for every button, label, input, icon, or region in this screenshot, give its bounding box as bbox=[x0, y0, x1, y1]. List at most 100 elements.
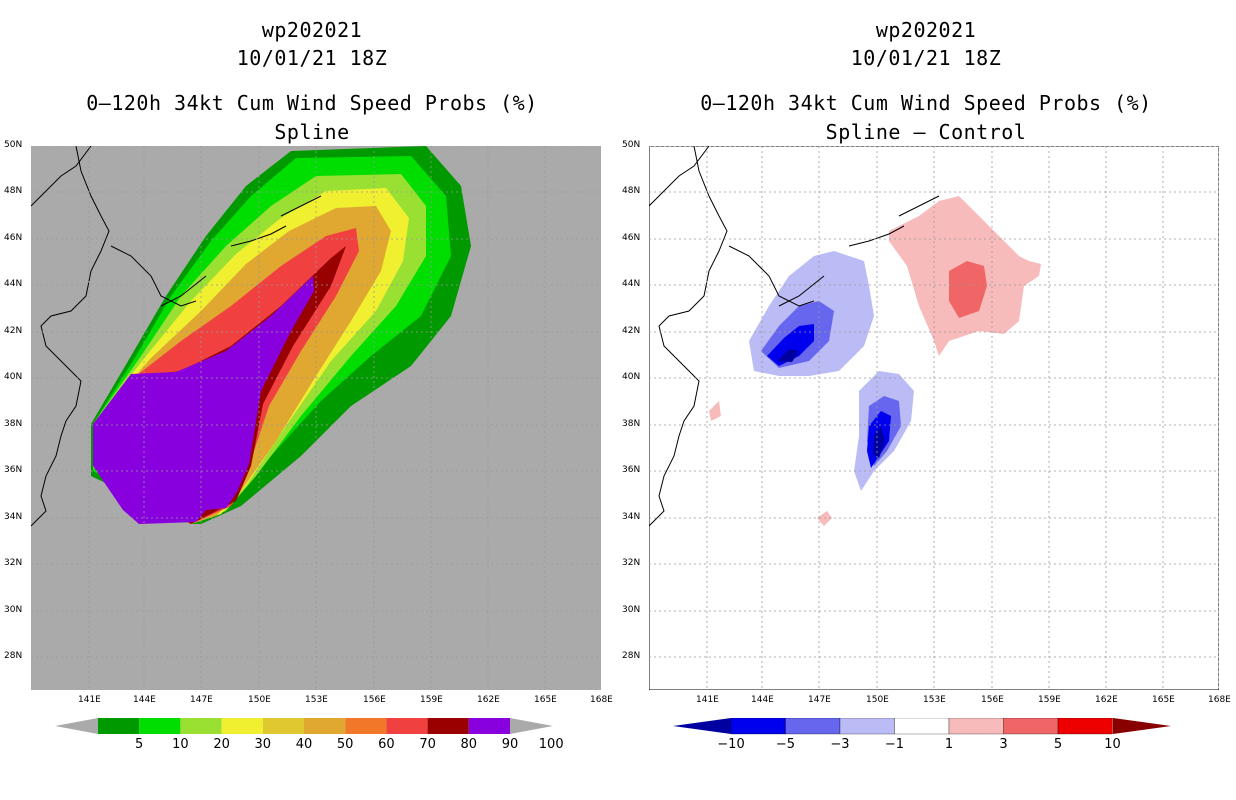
diff-pos-1-small bbox=[709, 401, 721, 421]
lat-tick-label: 42N bbox=[622, 326, 641, 336]
lon-tick-label: 147E bbox=[190, 695, 213, 705]
coastlines bbox=[31, 146, 322, 527]
lat-tick-label: 36N bbox=[622, 465, 641, 475]
lat-tick-label: 40N bbox=[4, 372, 23, 382]
diff-neg-10-region-north bbox=[777, 349, 799, 362]
lat-tick-label: 50N bbox=[622, 140, 641, 150]
lat-tick-label: 48N bbox=[622, 186, 641, 196]
right-colorbar bbox=[673, 718, 1171, 735]
lat-tick-label: 48N bbox=[4, 186, 23, 196]
diff-neg-10-region-south bbox=[873, 426, 885, 458]
lon-tick-label: 162E bbox=[477, 695, 500, 705]
right-subtitle: Spline – Control bbox=[825, 120, 1027, 144]
colorbar-swatch bbox=[1057, 718, 1113, 735]
colorbar-swatch bbox=[386, 718, 428, 734]
colorbar-tick-label: 40 bbox=[295, 737, 313, 752]
lon-tick-label: 162E bbox=[1095, 695, 1118, 705]
coastlines bbox=[649, 146, 940, 527]
colorbar-arrow-left bbox=[55, 718, 98, 734]
lat-tick-label: 42N bbox=[4, 326, 23, 336]
left-probability-map bbox=[31, 146, 601, 690]
colorbar-swatch bbox=[304, 718, 346, 734]
left-subtitle: Spline bbox=[274, 120, 350, 144]
colorbar-arrow-right bbox=[1113, 718, 1171, 734]
colorbar-tick-label: 20 bbox=[213, 737, 230, 752]
left-datetime: 10/01/21 18Z bbox=[236, 46, 388, 70]
probability-contours bbox=[91, 146, 471, 524]
lat-tick-label: 30N bbox=[4, 605, 23, 615]
colorbar-swatch bbox=[221, 718, 263, 734]
lon-tick-label: 141E bbox=[696, 695, 719, 705]
lon-tick-label: 153E bbox=[305, 695, 328, 705]
lon-tick-label: 153E bbox=[923, 695, 946, 705]
left-map-grid bbox=[31, 146, 601, 690]
right-datetime: 10/01/21 18Z bbox=[850, 46, 1002, 70]
colorbar-swatch bbox=[839, 718, 895, 735]
colorbar-tick-label: 30 bbox=[254, 737, 272, 752]
colorbar-swatch bbox=[98, 718, 140, 734]
lat-tick-label: 28N bbox=[622, 651, 641, 661]
colorbar-swatch bbox=[730, 718, 786, 735]
left-colorbar bbox=[55, 718, 553, 734]
colorbar-swatch bbox=[894, 718, 950, 735]
colorbar-tick-label: 10 bbox=[172, 737, 189, 752]
lon-tick-label: 144E bbox=[133, 695, 156, 705]
colorbar-swatch bbox=[345, 718, 387, 734]
colorbar-tick-label: 10 bbox=[1104, 737, 1121, 752]
colorbar-tick-label: 80 bbox=[460, 737, 478, 752]
lon-tick-label: 141E bbox=[78, 695, 101, 705]
colorbar-tick-label: 90 bbox=[501, 737, 519, 752]
lon-tick-label: 159E bbox=[420, 695, 443, 705]
lat-tick-label: 38N bbox=[4, 419, 23, 429]
colorbar-tick-label: −5 bbox=[775, 737, 796, 752]
colorbar-tick-label: 50 bbox=[336, 737, 354, 752]
colorbar-swatch bbox=[468, 718, 510, 734]
lat-tick-label: 36N bbox=[4, 465, 23, 475]
lon-tick-label: 150E bbox=[866, 695, 889, 705]
colorbar-swatch bbox=[948, 718, 1004, 735]
diff-pos-1-small-2 bbox=[817, 511, 832, 526]
colorbar-swatch bbox=[427, 718, 469, 734]
left-title: 0–120h 34kt Cum Wind Speed Probs (%) bbox=[86, 91, 538, 115]
lat-tick-label: 44N bbox=[622, 279, 641, 289]
right-map-grid bbox=[649, 146, 1219, 690]
lon-tick-label: 159E bbox=[1038, 695, 1061, 705]
colorbar-tick-label: 1 bbox=[944, 737, 954, 752]
colorbar-arrow-right bbox=[510, 718, 553, 734]
lon-tick-label: 168E bbox=[1208, 695, 1231, 705]
colorbar-tick-label: 3 bbox=[999, 737, 1008, 752]
lat-tick-label: 44N bbox=[4, 279, 23, 289]
lon-tick-label: 165E bbox=[1152, 695, 1175, 705]
colorbar-tick-label: 70 bbox=[419, 737, 436, 752]
colorbar-tick-label: 5 bbox=[1053, 737, 1063, 752]
lon-tick-label: 144E bbox=[751, 695, 774, 705]
lon-tick-label: 150E bbox=[248, 695, 271, 705]
lon-tick-label: 168E bbox=[590, 695, 613, 705]
lat-tick-label: 46N bbox=[622, 233, 641, 243]
lat-tick-label: 32N bbox=[622, 558, 641, 568]
lat-tick-label: 30N bbox=[622, 605, 641, 615]
colorbar-swatch bbox=[262, 718, 304, 734]
lon-tick-label: 165E bbox=[534, 695, 557, 705]
lat-tick-label: 50N bbox=[4, 140, 23, 150]
colorbar-tick-label: 60 bbox=[378, 737, 395, 752]
lat-tick-label: 38N bbox=[622, 419, 641, 429]
colorbar-tick-label: −3 bbox=[830, 737, 850, 752]
lat-tick-label: 46N bbox=[4, 233, 23, 243]
colorbar-tick-label: −1 bbox=[884, 737, 905, 752]
lon-tick-label: 147E bbox=[808, 695, 831, 705]
diff-pos-3-region bbox=[949, 261, 987, 318]
colorbar-swatch bbox=[785, 718, 841, 735]
lat-tick-label: 34N bbox=[4, 512, 23, 522]
right-difference-map bbox=[649, 146, 1219, 690]
diff-neg-5-region-north bbox=[767, 324, 814, 366]
left-storm-id: wp202021 bbox=[261, 18, 363, 42]
colorbar-swatch bbox=[1003, 718, 1059, 735]
colorbar-tick-label: 5 bbox=[135, 737, 144, 752]
lon-tick-label: 156E bbox=[363, 695, 386, 705]
colorbar-tick-label: −10 bbox=[717, 737, 745, 752]
colorbar-arrow-left bbox=[673, 718, 731, 734]
difference-contours bbox=[709, 196, 1041, 526]
lat-tick-label: 32N bbox=[4, 558, 23, 568]
colorbar-tick-label: 100 bbox=[538, 737, 564, 752]
